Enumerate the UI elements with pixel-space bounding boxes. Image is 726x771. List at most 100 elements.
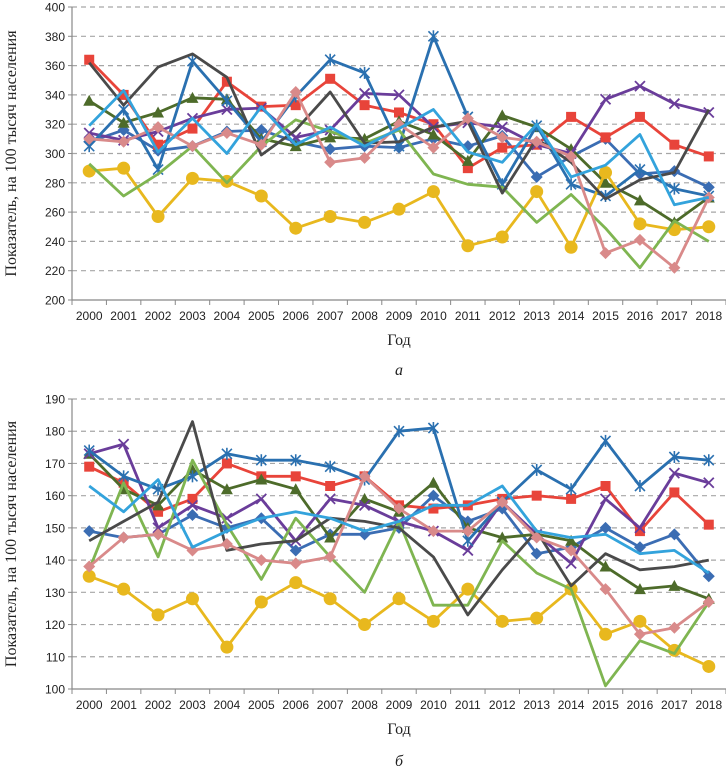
data-point-s4 <box>186 499 199 511</box>
data-point-s2 <box>153 139 164 150</box>
data-point-s1 <box>461 515 474 528</box>
data-point-s3 <box>152 499 165 511</box>
x-tick-label: 2006 <box>282 309 309 323</box>
data-point-s6 <box>392 202 406 216</box>
data-point-s9 <box>186 140 199 153</box>
data-point-s6 <box>702 659 716 673</box>
series-s2 <box>84 54 714 174</box>
data-point-s9 <box>117 135 130 148</box>
data-point-s5 <box>703 454 715 467</box>
data-point-s4 <box>634 80 646 92</box>
data-point-s6 <box>254 595 268 609</box>
data-point-s3 <box>255 473 268 485</box>
data-point-s5 <box>668 451 680 463</box>
data-point-s4 <box>668 98 681 110</box>
y-tick-label: 140 <box>45 554 65 568</box>
data-point-s6 <box>461 239 475 253</box>
y-tick-label: 240 <box>45 235 65 249</box>
data-point-s5 <box>427 30 439 43</box>
data-point-s2 <box>153 506 164 517</box>
data-point-s6 <box>82 569 96 583</box>
data-point-s2 <box>428 503 439 514</box>
data-point-s4 <box>117 438 130 450</box>
data-point-s5 <box>221 447 233 460</box>
y-tick-label: 340 <box>45 88 65 102</box>
y-tick-label: 220 <box>45 264 65 278</box>
data-point-s1 <box>186 509 199 521</box>
data-point-s6 <box>633 217 647 231</box>
data-point-s9 <box>324 156 337 169</box>
series-s10 <box>88 478 710 575</box>
data-point-s6 <box>323 592 337 606</box>
y-tick-label: 150 <box>45 521 65 535</box>
data-point-s2 <box>325 73 336 84</box>
x-axis-title: Год <box>387 721 411 738</box>
data-point-s6 <box>117 582 131 596</box>
data-point-s6 <box>426 614 440 628</box>
data-point-s1 <box>358 528 371 541</box>
x-tick-label: 2011 <box>455 698 481 712</box>
data-point-s9 <box>152 121 165 134</box>
data-point-s4 <box>221 512 233 524</box>
data-point-s6 <box>358 618 372 632</box>
data-point-s6 <box>392 592 406 606</box>
data-point-s9 <box>461 525 474 538</box>
x-tick-label: 2015 <box>592 309 619 323</box>
data-point-s9 <box>289 557 302 570</box>
series-s8 <box>88 52 711 201</box>
x-tick-label: 2005 <box>248 698 275 712</box>
data-point-s1 <box>702 570 715 583</box>
data-point-s4 <box>358 87 371 100</box>
x-tick-label: 2012 <box>489 309 516 323</box>
data-point-s2 <box>497 142 508 153</box>
data-point-s9 <box>668 261 681 274</box>
data-point-s6 <box>323 209 337 223</box>
data-point-s2 <box>187 493 198 504</box>
y-axis-title: Показатель, на 100 тысяч населения <box>3 420 20 667</box>
data-point-s4 <box>358 499 371 511</box>
y-tick-label: 120 <box>45 618 65 632</box>
data-point-s9 <box>117 531 130 544</box>
data-point-s6 <box>185 171 199 185</box>
data-point-s3 <box>599 560 612 572</box>
data-point-s3 <box>324 131 337 143</box>
data-point-s9 <box>152 528 165 541</box>
data-point-s9 <box>633 233 646 246</box>
x-tick-label: 2003 <box>179 309 206 323</box>
data-point-s4 <box>634 522 646 534</box>
data-point-s4 <box>703 477 715 489</box>
x-tick-label: 2013 <box>523 698 550 712</box>
data-point-s3 <box>220 483 233 495</box>
y-tick-label: 100 <box>45 683 65 697</box>
data-point-s1 <box>324 143 337 156</box>
data-point-s1 <box>427 489 440 502</box>
data-point-s2 <box>566 111 577 122</box>
data-point-s6 <box>530 611 544 625</box>
data-point-s3 <box>324 531 337 543</box>
data-point-s9 <box>255 554 268 567</box>
panel-caption: б <box>395 753 404 770</box>
data-point-s5 <box>634 480 646 492</box>
data-point-s5 <box>221 94 233 107</box>
series-s9 <box>83 470 715 641</box>
data-point-s5 <box>359 66 371 79</box>
x-tick-label: 2014 <box>558 698 585 712</box>
data-point-s3 <box>565 534 578 546</box>
data-point-s9 <box>289 85 302 98</box>
data-point-s6 <box>702 220 716 234</box>
series-line-s1 <box>88 128 710 189</box>
data-point-s6 <box>254 189 268 203</box>
x-tick-label: 2015 <box>592 698 619 712</box>
chart-a: 200 220 240 260 280 300 320 340 360 380 400 2000 200… <box>3 1 726 379</box>
x-tick-label: 2000 <box>76 309 103 323</box>
data-point-s5 <box>668 182 680 195</box>
data-point-s6 <box>599 627 613 641</box>
data-point-s3 <box>496 531 509 543</box>
data-point-s2 <box>187 123 198 134</box>
data-point-s4 <box>496 121 508 133</box>
data-point-s6 <box>289 576 303 590</box>
data-point-s1 <box>668 528 681 541</box>
x-tick-label: 2001 <box>110 698 137 712</box>
data-point-s4 <box>599 493 612 505</box>
data-point-s6 <box>599 166 613 180</box>
